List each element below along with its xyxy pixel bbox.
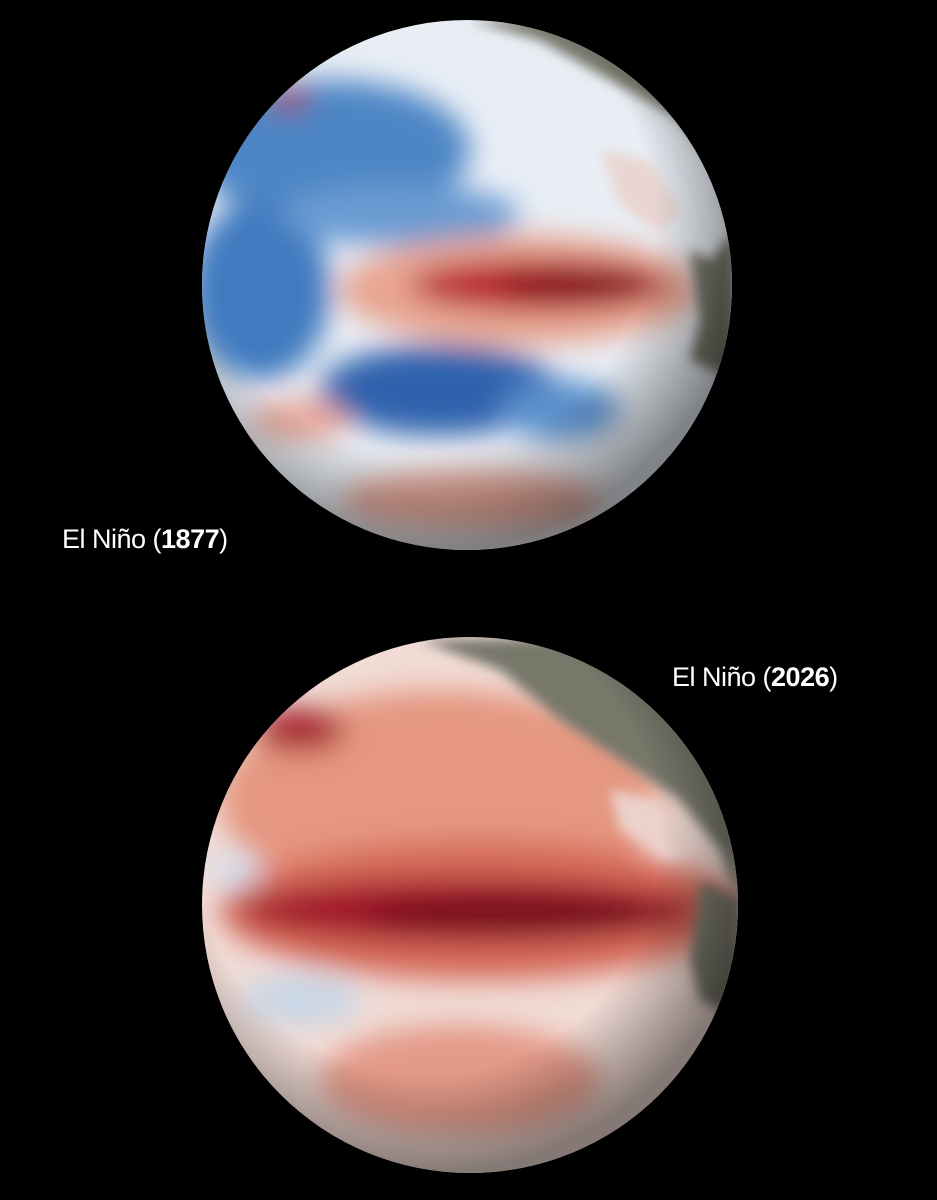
label-year: 2026 [771, 662, 830, 692]
globe-label: El Niño (2026) [672, 662, 838, 692]
label-prefix: El Niño ( [672, 662, 772, 692]
globe [202, 637, 738, 1173]
label-prefix: El Niño ( [62, 524, 162, 554]
label-suffix: ) [829, 662, 838, 692]
label-suffix: ) [219, 524, 228, 554]
globe-label: El Niño (1877) [62, 524, 228, 554]
label-year: 1877 [161, 524, 219, 554]
